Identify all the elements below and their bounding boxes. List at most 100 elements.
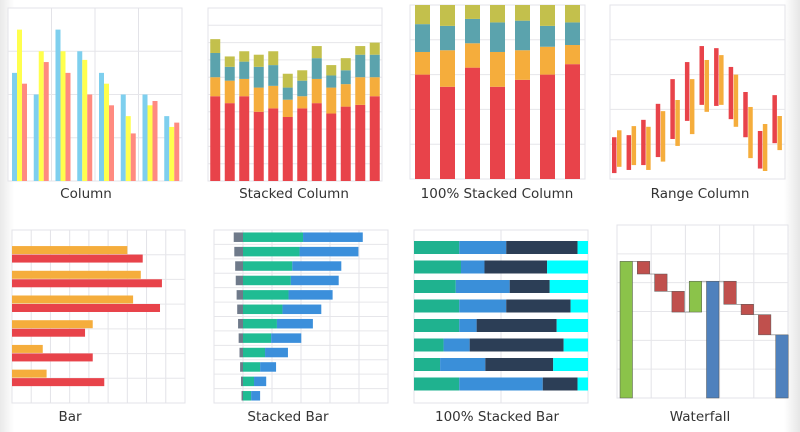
chart-title-bar[interactable]: Bar	[58, 409, 82, 425]
stacked-column-segment	[282, 73, 293, 88]
stacked-bar-segment	[484, 260, 548, 274]
waterfall-bar-increase	[619, 261, 633, 399]
stacked-bar-segment	[476, 319, 557, 332]
waterfall-bar-decrease	[758, 314, 772, 336]
stacked-bar-segment	[549, 280, 588, 293]
stacked-column-segment	[340, 58, 351, 71]
bar	[12, 328, 86, 337]
stacked-column-segment	[210, 52, 221, 78]
stacked-column-segment	[415, 74, 430, 179]
stacked-column-segment	[268, 65, 279, 86]
column-bar	[99, 72, 104, 181]
stacked-bar-segment	[240, 376, 243, 387]
range-column-bar	[646, 126, 651, 170]
column-bar	[77, 51, 83, 181]
stacked-bar-segment	[299, 246, 359, 257]
stacked-bar-segment	[243, 376, 255, 387]
chart-title-stacked-bar[interactable]: Stacked Bar	[247, 409, 329, 425]
stacked-bar-segment	[414, 377, 460, 391]
stacked-column-segment	[440, 50, 455, 87]
column-bar	[38, 51, 44, 181]
stacked-column-segment	[326, 113, 337, 181]
stacked-column-segment	[440, 25, 455, 51]
chart-title-column[interactable]: Column	[60, 186, 112, 202]
stacked-bar-segment	[303, 232, 363, 242]
stacked-bar-segment	[414, 299, 460, 313]
stacked-column-segment	[282, 99, 293, 117]
bar	[12, 254, 143, 263]
stacked-column-segment	[340, 84, 351, 107]
range-column-bar	[675, 100, 680, 146]
stacked-column-segment	[355, 104, 366, 181]
stacked-column-segment	[369, 77, 380, 97]
stacked-bar-segment	[542, 377, 578, 391]
stacked-column-segment	[355, 54, 366, 78]
stacked-column-segment	[297, 80, 308, 97]
stacked-bar-segment	[240, 362, 243, 372]
stacked-bar-segment	[243, 261, 293, 271]
stacked-column-segment	[565, 64, 580, 179]
stacked-column-segment	[465, 5, 480, 19]
stacked-column-segment	[440, 86, 455, 179]
column-bar	[104, 83, 109, 181]
chart-title-waterfall[interactable]: Waterfall	[669, 409, 731, 425]
stacked-column-segment	[326, 87, 337, 114]
stacked-bar-segment	[238, 333, 243, 343]
chart-title-100-stacked-column[interactable]: 100% Stacked Column	[420, 186, 574, 202]
stacked-column-segment	[490, 22, 505, 52]
stacked-bar-segment	[243, 362, 261, 372]
chart-title-range-column[interactable]: Range Column	[650, 186, 750, 202]
waterfall-bar-decrease	[671, 291, 685, 313]
stacked-column-segment	[540, 5, 555, 26]
stacked-bar-segment	[570, 299, 588, 313]
stacked-bar-segment	[236, 290, 243, 300]
column-bar	[17, 29, 22, 181]
bar	[12, 295, 134, 304]
stacked-bar-segment	[238, 318, 243, 329]
waterfall-bar-increase	[688, 280, 702, 313]
bar	[12, 378, 105, 387]
stacked-bar-segment	[237, 304, 243, 315]
stacked-column-segment	[515, 5, 530, 21]
stacked-column-segment	[311, 46, 322, 59]
stacked-column-segment	[224, 56, 235, 67]
chart-title-100-stacked-bar[interactable]: 100% Stacked Bar	[434, 409, 560, 425]
stacked-bar-segment	[455, 280, 510, 293]
range-column-bar	[704, 59, 709, 112]
bar	[12, 353, 93, 362]
stacked-column-segment	[297, 96, 308, 109]
column-bar	[22, 83, 27, 181]
stacked-bar-segment	[243, 318, 277, 329]
chart-title-stacked-column[interactable]: Stacked Column	[239, 186, 349, 202]
stacked-bar-segment	[414, 338, 444, 352]
stacked-column-segment	[239, 96, 250, 181]
stacked-bar-segment	[547, 260, 588, 274]
stacked-column-segment	[415, 24, 430, 52]
stacked-bar-segment	[553, 358, 588, 371]
stacked-column-segment	[239, 78, 250, 97]
column-bar	[169, 126, 175, 181]
stacked-column-segment	[465, 43, 480, 68]
range-column-bar	[684, 62, 690, 121]
stacked-column-segment	[210, 39, 221, 53]
stacked-column-segment	[253, 87, 264, 112]
stacked-column-segment	[340, 70, 351, 85]
stacked-bar-segment	[243, 333, 272, 343]
range-column-bar	[617, 130, 622, 167]
stacked-bar-segment	[292, 261, 342, 271]
stacked-column-segment	[297, 70, 308, 81]
stacked-column-segment	[440, 5, 455, 26]
bar	[12, 303, 161, 312]
stacked-column-segment	[268, 85, 279, 109]
stacked-bar-segment	[440, 358, 486, 371]
bar	[12, 320, 93, 329]
stacked-bar-segment	[485, 358, 554, 371]
stacked-column-segment	[268, 51, 279, 66]
stacked-column-segment	[311, 78, 322, 104]
stacked-bar-segment	[443, 338, 470, 352]
stacked-bar-segment	[288, 290, 333, 300]
stacked-column-segment	[565, 45, 580, 65]
column-bar	[43, 62, 49, 181]
stacked-column-segment	[465, 18, 480, 44]
